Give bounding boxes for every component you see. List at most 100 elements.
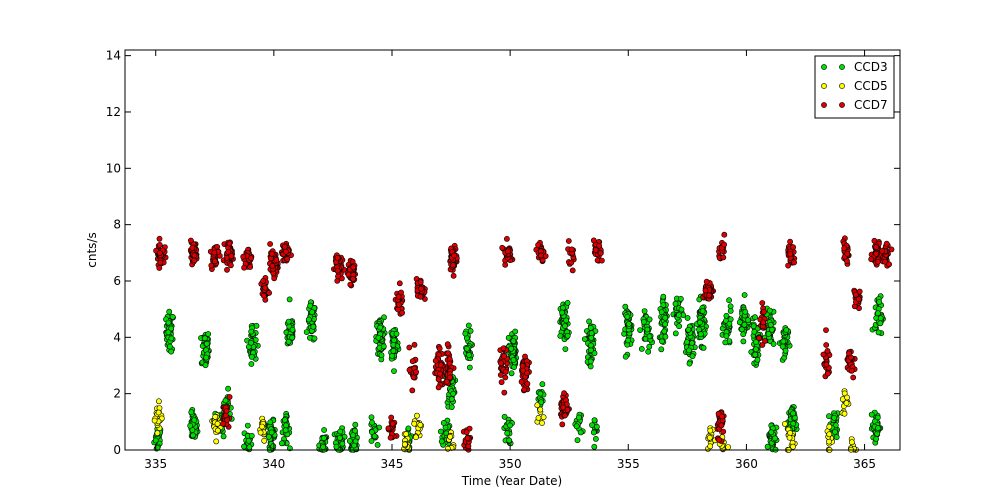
- data-point: [537, 390, 544, 397]
- data-point: [385, 425, 392, 432]
- data-point: [843, 400, 850, 406]
- data-point: [760, 319, 767, 326]
- data-point: [826, 413, 832, 420]
- data-point: [334, 267, 341, 274]
- data-point: [393, 330, 400, 337]
- data-point: [187, 422, 194, 429]
- legend-box: [814, 55, 895, 119]
- data-point: [877, 315, 884, 322]
- y-tick-label: 2: [113, 387, 121, 401]
- data-point: [246, 444, 253, 451]
- data-point: [625, 337, 631, 344]
- data-point: [720, 254, 727, 261]
- data-point: [568, 246, 575, 253]
- data-point: [191, 417, 198, 423]
- data-point: [564, 407, 571, 413]
- data-point: [447, 374, 453, 381]
- data-point: [588, 334, 595, 341]
- data-point: [403, 431, 409, 437]
- data-point: [753, 339, 759, 345]
- data-point: [841, 245, 848, 252]
- data-point: [888, 246, 895, 253]
- data-point: [374, 441, 381, 448]
- data-point: [638, 345, 645, 352]
- data-point: [435, 376, 442, 383]
- data-point: [823, 361, 830, 368]
- data-point: [450, 262, 456, 269]
- data-point: [320, 444, 326, 450]
- data-point: [271, 275, 278, 282]
- data-point: [659, 338, 665, 345]
- data-point: [414, 412, 420, 419]
- data-point: [722, 339, 729, 346]
- data-point: [564, 332, 571, 339]
- series-ccd5: [151, 388, 859, 453]
- data-point: [465, 322, 472, 329]
- data-point: [321, 427, 327, 433]
- data-point: [447, 433, 453, 440]
- data-point: [590, 429, 597, 436]
- data-point: [684, 315, 691, 321]
- data-point: [191, 252, 198, 259]
- x-tick-label: 365: [853, 457, 876, 471]
- data-point: [189, 244, 196, 251]
- data-point: [699, 308, 706, 314]
- data-point: [848, 354, 854, 361]
- data-point: [783, 327, 790, 333]
- data-point: [168, 325, 175, 332]
- data-point: [248, 361, 255, 367]
- data-point: [202, 362, 209, 369]
- data-point: [824, 347, 831, 354]
- data-point: [368, 438, 375, 444]
- y-tick-label: 6: [113, 274, 121, 288]
- y-tick-label: 4: [113, 330, 121, 344]
- data-point: [646, 333, 653, 340]
- data-point: [432, 357, 439, 364]
- legend-label: CCD7: [854, 98, 888, 112]
- data-point: [214, 420, 221, 427]
- data-point: [257, 429, 264, 436]
- data-point: [406, 367, 413, 373]
- data-point: [241, 264, 247, 271]
- data-point: [686, 360, 693, 367]
- data-point: [504, 430, 511, 437]
- data-point: [672, 330, 679, 337]
- data-point: [226, 394, 233, 400]
- data-point: [168, 348, 175, 355]
- data-point: [537, 406, 544, 413]
- data-point: [658, 346, 665, 353]
- data-point: [507, 422, 513, 429]
- data-point: [787, 238, 793, 245]
- data-point: [154, 430, 161, 436]
- data-point: [225, 249, 232, 255]
- data-point: [450, 390, 457, 397]
- data-point: [787, 250, 794, 257]
- data-point: [700, 344, 707, 351]
- data-point: [339, 440, 346, 447]
- data-point: [305, 316, 312, 323]
- data-point: [450, 272, 457, 279]
- data-point: [563, 317, 570, 324]
- data-point: [336, 434, 343, 441]
- data-point: [791, 259, 797, 266]
- data-point: [248, 328, 255, 335]
- data-point: [411, 420, 418, 427]
- data-point: [568, 259, 575, 266]
- data-point: [741, 292, 748, 298]
- data-point: [413, 369, 419, 375]
- data-point: [412, 434, 419, 441]
- data-point: [562, 412, 568, 419]
- data-point: [825, 370, 831, 377]
- data-point: [831, 414, 837, 421]
- data-point: [750, 323, 757, 330]
- data-point: [723, 333, 730, 339]
- data-point: [868, 411, 875, 418]
- data-point: [591, 443, 598, 450]
- data-point: [157, 259, 164, 266]
- data-point: [848, 367, 855, 374]
- data-point: [398, 289, 404, 296]
- plot-frame: [124, 49, 901, 451]
- data-point: [751, 328, 758, 335]
- data-point: [832, 428, 838, 435]
- data-point: [785, 262, 791, 269]
